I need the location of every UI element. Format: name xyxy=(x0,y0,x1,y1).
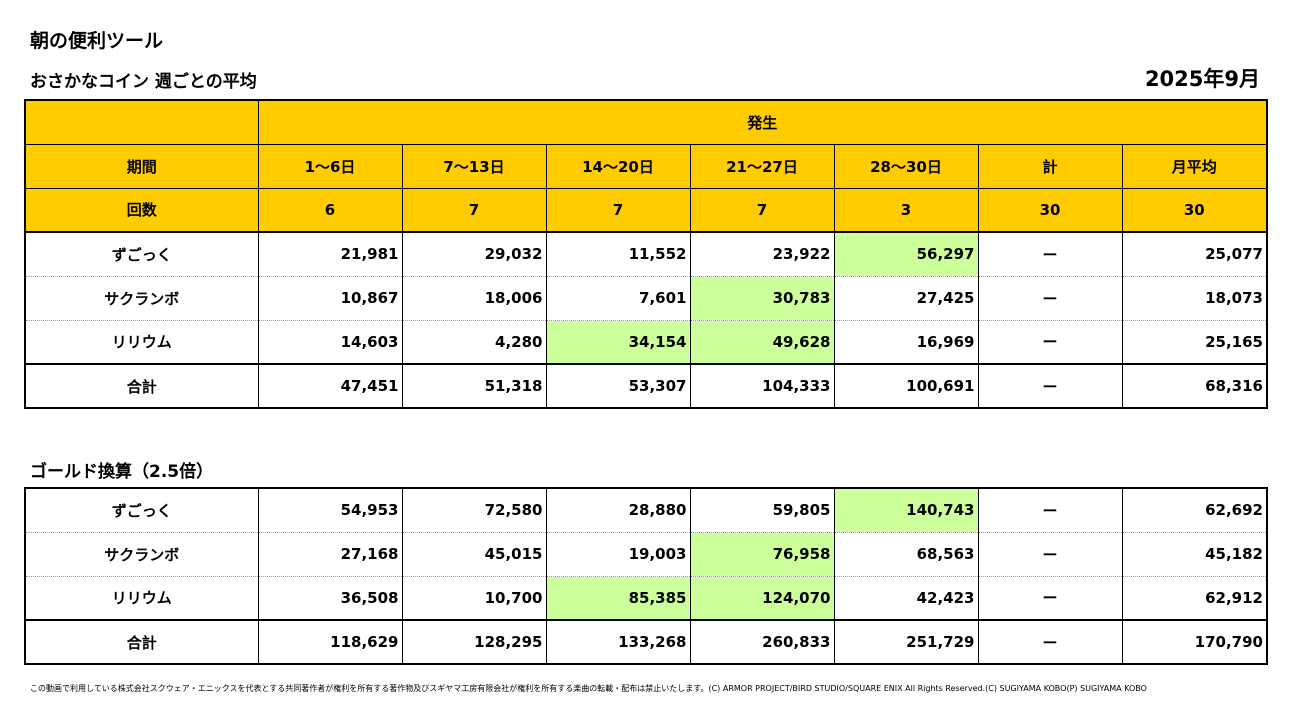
value-cell: 10,700 xyxy=(401,576,547,621)
value-cell: 4,280 xyxy=(401,320,547,365)
total-row: 合計 47,451 51,318 53,307 104,333 100,691 ー 68,31… xyxy=(24,363,1268,409)
value-cell: 16,969 xyxy=(833,320,979,365)
value-cell: 62,912 xyxy=(1121,576,1268,621)
value-cell: 51,318 xyxy=(401,363,547,409)
value-cell: 53,307 xyxy=(545,363,691,409)
period-header-cell: 21～27日 xyxy=(689,143,835,189)
period-header-cell: 1～6日 xyxy=(257,143,403,189)
value-cell: 68,316 xyxy=(1121,363,1268,409)
value-cell: 76,958 xyxy=(689,532,835,577)
table-row: サクランボ 27,168 45,015 19,003 76,958 68,563 ー 45,1… xyxy=(24,532,1268,577)
period-header-cell: 7～13日 xyxy=(401,143,547,189)
value-cell: 7,601 xyxy=(545,276,691,321)
value-cell: 133,268 xyxy=(545,619,691,665)
value-cell: 124,070 xyxy=(689,576,835,621)
value-cell: 62,692 xyxy=(1121,487,1268,533)
value-cell: 118,629 xyxy=(257,619,403,665)
total-dash-cell: ー xyxy=(977,363,1123,409)
value-cell: 23,922 xyxy=(689,231,835,277)
page-title: 朝の便利ツール xyxy=(30,30,164,52)
section-title-gold: ゴールド換算（2.5倍） xyxy=(30,462,214,482)
total-dash-cell: ー xyxy=(977,619,1123,665)
value-cell: 27,425 xyxy=(833,276,979,321)
count-header-cell: 30 xyxy=(1121,187,1268,233)
value-cell: 251,729 xyxy=(833,619,979,665)
total-dash-cell: ー xyxy=(977,320,1123,365)
table-row: ずごっく 21,981 29,032 11,552 23,922 56,297 ー 25,07… xyxy=(24,231,1268,277)
copyright-footer: この動画で利用している株式会社スクウェア・エニックスを代表とする共同著作者が権利… xyxy=(30,684,1147,693)
total-dash-cell: ー xyxy=(977,276,1123,321)
period-header-cell: 14～20日 xyxy=(545,143,691,189)
period-label: 期間 xyxy=(24,143,259,189)
month-label: 2025年9月 xyxy=(1144,67,1260,91)
header-corner-cell xyxy=(24,99,259,145)
total-dash-cell: ー xyxy=(977,487,1123,533)
value-cell: 140,743 xyxy=(833,487,979,533)
period-header-cell: 28～30日 xyxy=(833,143,979,189)
row-label: サクランボ xyxy=(24,532,259,577)
value-cell: 18,006 xyxy=(401,276,547,321)
count-header-cell: 7 xyxy=(545,187,691,233)
value-cell: 85,385 xyxy=(545,576,691,621)
value-cell: 59,805 xyxy=(689,487,835,533)
value-cell: 104,333 xyxy=(689,363,835,409)
count-header-cell: 7 xyxy=(689,187,835,233)
period-header-cell: 月平均 xyxy=(1121,143,1268,189)
value-cell: 68,563 xyxy=(833,532,979,577)
row-label: ずごっく xyxy=(24,487,259,533)
value-cell: 100,691 xyxy=(833,363,979,409)
value-cell: 49,628 xyxy=(689,320,835,365)
value-cell: 25,077 xyxy=(1121,231,1268,277)
value-cell: 18,073 xyxy=(1121,276,1268,321)
value-cell: 10,867 xyxy=(257,276,403,321)
table-row: サクランボ 10,867 18,006 7,601 30,783 27,425 ー 18,07… xyxy=(24,276,1268,321)
table-row: リリウム 36,508 10,700 85,385 124,070 42,423 ー 62,9… xyxy=(24,576,1268,621)
row-label: リリウム xyxy=(24,576,259,621)
value-cell: 36,508 xyxy=(257,576,403,621)
value-cell: 29,032 xyxy=(401,231,547,277)
total-dash-cell: ー xyxy=(977,231,1123,277)
header-occurrence: 発生 xyxy=(257,99,1268,145)
value-cell: 170,790 xyxy=(1121,619,1268,665)
row-label: サクランボ xyxy=(24,276,259,321)
value-cell: 56,297 xyxy=(833,231,979,277)
total-dash-cell: ー xyxy=(977,532,1123,577)
value-cell: 54,953 xyxy=(257,487,403,533)
total-dash-cell: ー xyxy=(977,576,1123,621)
count-header-cell: 7 xyxy=(401,187,547,233)
section-title-coins: おさかなコイン 週ごとの平均 xyxy=(30,72,257,92)
count-header-cell: 6 xyxy=(257,187,403,233)
coin-average-table: 発生 期間 1～6日 7～13日 14～20日 21～27日 28～30日計月平均 回数… xyxy=(24,99,1268,409)
value-cell: 34,154 xyxy=(545,320,691,365)
value-cell: 27,168 xyxy=(257,532,403,577)
count-header-cell: 3 xyxy=(833,187,979,233)
row-label: 合計 xyxy=(24,363,259,409)
value-cell: 11,552 xyxy=(545,231,691,277)
value-cell: 128,295 xyxy=(401,619,547,665)
value-cell: 42,423 xyxy=(833,576,979,621)
count-header-cell: 30 xyxy=(977,187,1123,233)
row-label: リリウム xyxy=(24,320,259,365)
gold-conversion-table: ずごっく 54,953 72,580 28,880 59,805 140,743 ー 62,6… xyxy=(24,487,1268,665)
value-cell: 260,833 xyxy=(689,619,835,665)
value-cell: 45,015 xyxy=(401,532,547,577)
value-cell: 47,451 xyxy=(257,363,403,409)
value-cell: 28,880 xyxy=(545,487,691,533)
value-cell: 19,003 xyxy=(545,532,691,577)
value-cell: 21,981 xyxy=(257,231,403,277)
value-cell: 14,603 xyxy=(257,320,403,365)
table-row: ずごっく 54,953 72,580 28,880 59,805 140,743 ー 62,6… xyxy=(24,487,1268,533)
period-header-cell: 計 xyxy=(977,143,1123,189)
value-cell: 30,783 xyxy=(689,276,835,321)
total-row: 合計 118,629 128,295 133,268 260,833 251,729 ー 17… xyxy=(24,619,1268,665)
count-label: 回数 xyxy=(24,187,259,233)
value-cell: 25,165 xyxy=(1121,320,1268,365)
value-cell: 72,580 xyxy=(401,487,547,533)
row-label: 合計 xyxy=(24,619,259,665)
value-cell: 45,182 xyxy=(1121,532,1268,577)
table-row: リリウム 14,603 4,280 34,154 49,628 16,969 ー 25,165 xyxy=(24,320,1268,365)
row-label: ずごっく xyxy=(24,231,259,277)
